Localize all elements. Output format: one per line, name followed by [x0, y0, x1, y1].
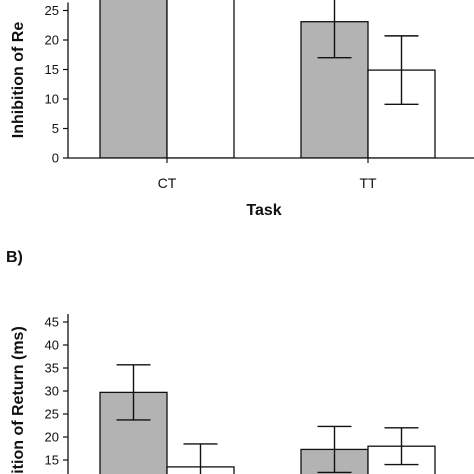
panel-2-y-tick-label: 40 [45, 338, 59, 353]
panel-1-x-axis-label: Task [246, 202, 281, 219]
panel-2-y-tick-label: 20 [45, 430, 59, 445]
panel-1-y-tick-label: 25 [45, 3, 59, 18]
panel-2-y-tick-label: 35 [45, 361, 59, 376]
panel-1-y-axis-label: Inhibition of Re [10, 22, 27, 139]
panel-1-y-tick-label: 20 [45, 33, 59, 48]
panel-2-plot-area [99, 364, 436, 474]
panel-2-y-tick-label: 30 [45, 384, 59, 399]
panel-1-y-tick-label: 0 [52, 151, 59, 166]
panel-1-category-label: CT [158, 175, 177, 191]
panel-2-error-bar-ct-series-1 [116, 364, 151, 421]
panel-1-category-label: TT [359, 175, 377, 191]
panel-1-y-tick-label: 5 [52, 121, 59, 136]
panel-2-error-bar-tt-series-1 [317, 425, 352, 474]
panel-2-y-tick-label: 45 [45, 315, 59, 330]
panel-2-error-bar-ct-series-2 [183, 443, 218, 474]
panel-1-plot-area [99, 0, 436, 158]
panel-2-label: B) [6, 249, 23, 266]
panel-1-error-bar-tt-series-1 [317, 0, 352, 59]
panel-1-y-tick-label: 15 [45, 62, 59, 77]
panel-2-y-tick-label: 25 [45, 407, 59, 422]
panel-1-bar-ct-series-1 [99, 0, 168, 158]
panel-2-error-bar-tt-series-2 [384, 427, 419, 466]
panel-1-error-bar-tt-series-2 [384, 35, 419, 106]
panel-2-y-tick-label: 15 [45, 453, 59, 468]
panel-2-y-axis-label: ition of Return (ms) [10, 326, 27, 474]
panel-1-y-tick-label: 10 [45, 92, 59, 107]
panel-1-bar-ct-series-2 [166, 0, 235, 158]
